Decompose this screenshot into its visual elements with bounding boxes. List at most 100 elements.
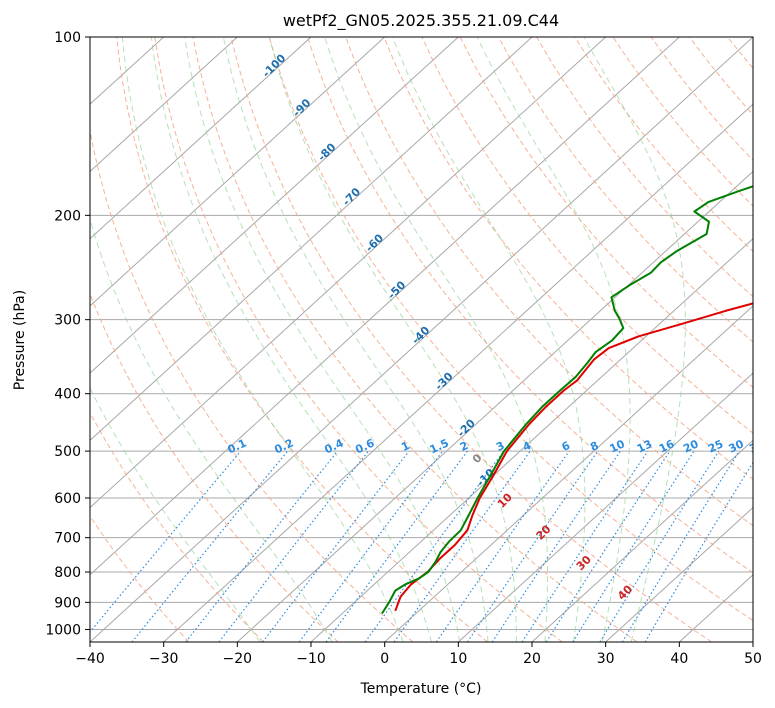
moist-adiabat-label: 20 — [534, 522, 554, 542]
mixing-ratio-line — [364, 450, 505, 642]
moist-adiabat-line — [150, 37, 432, 642]
mixing-ratio-label: 0.6 — [353, 436, 376, 456]
mixing-ratio-label: 6 — [560, 439, 573, 454]
dry-adiabat-line — [307, 37, 753, 574]
x-tick-label: −10 — [296, 651, 326, 667]
mixing-ratio-line — [491, 450, 621, 642]
isotherm-line — [90, 37, 459, 374]
moist-adiabat-line — [583, 37, 686, 642]
moist-adiabat-line — [184, 37, 461, 642]
dry-adiabat-line — [650, 37, 753, 162]
isotherm-line — [531, 439, 753, 642]
mixing-ratio-line — [185, 450, 339, 642]
mixing-ratio-label: 25 — [706, 437, 725, 455]
isotherm-line — [163, 103, 753, 642]
moist-adiabat-label: 10 — [495, 490, 515, 510]
moist-adiabat-line — [324, 37, 549, 642]
dry-adiabat-line — [90, 515, 190, 642]
mixing-ratio-label: 16 — [657, 437, 677, 455]
isotherm-label: -30 — [432, 370, 455, 393]
x-tick-label: 20 — [523, 651, 541, 667]
isotherm-line — [90, 37, 533, 442]
x-tick-label: −20 — [223, 651, 253, 667]
x-tick-label: −30 — [149, 651, 179, 667]
dry-adiabat-line — [268, 37, 753, 622]
temperature-profile-line — [394, 302, 753, 612]
isotherm-line — [752, 641, 753, 642]
isotherm-label: -70 — [340, 185, 363, 208]
mixing-ratio-line — [262, 450, 410, 642]
x-tick-label: 0 — [380, 651, 389, 667]
mixing-ratio-line — [572, 450, 695, 642]
isotherm-line — [90, 37, 238, 173]
dry-adiabat-line — [421, 37, 753, 434]
mixing-ratio-line — [435, 450, 570, 642]
mixing-ratio-label: 36 — [747, 437, 767, 455]
dry-adiabat-line — [727, 37, 753, 69]
isotherm-label: -60 — [363, 231, 386, 254]
plot-frame — [89, 36, 754, 643]
dry-adiabat-line — [345, 37, 753, 527]
dry-adiabat-line — [688, 37, 753, 116]
dry-adiabat-line — [574, 37, 753, 252]
x-tick-label: 30 — [597, 651, 615, 667]
isotherm-line — [90, 37, 312, 240]
y-tick-label: 400 — [54, 387, 81, 403]
mixing-ratio-line — [621, 450, 740, 642]
isotherm-line — [90, 37, 680, 576]
dry-adiabat-line — [536, 37, 753, 298]
isotherm-label: -100 — [260, 51, 289, 80]
mixing-ratio-label: 2 — [458, 439, 470, 454]
dry-adiabat-line — [192, 37, 638, 642]
dewpoint-profile-line — [381, 185, 753, 615]
dry-adiabat-line — [766, 37, 775, 642]
isotherm-label: -80 — [315, 140, 338, 163]
mixing-ratio-line — [599, 450, 720, 642]
isotherm-line — [310, 237, 753, 642]
dry-adiabat-line — [90, 127, 414, 642]
mixing-ratio-line — [521, 450, 649, 642]
moist-adiabat-line — [392, 37, 586, 642]
isotherm-line — [384, 305, 753, 642]
mixing-ratio-line — [218, 450, 369, 642]
isotherm-line — [605, 506, 753, 642]
mixing-ratio-line — [298, 450, 444, 642]
mixing-ratio-line — [90, 450, 242, 633]
x-tick-label: −40 — [75, 651, 105, 667]
mixing-ratio-line — [325, 450, 468, 642]
y-tick-label: 200 — [54, 208, 81, 224]
x-tick-label: 10 — [449, 651, 467, 667]
dry-adiabat-line — [497, 37, 753, 343]
moist-adiabat-line — [476, 37, 631, 642]
moist-adiabat-label: 30 — [574, 553, 594, 573]
dry-adiabat-line — [230, 37, 712, 642]
y-tick-label: 100 — [54, 30, 81, 46]
mixing-ratio-label: 1.5 — [428, 436, 451, 456]
mixing-ratio-label: 0.2 — [272, 436, 295, 456]
mixing-ratio-label: 10 — [608, 437, 628, 455]
y-axis-label: Pressure (hPa) — [12, 290, 28, 390]
dry-adiabat-line — [116, 37, 488, 642]
x-axis-label: Temperature (°C) — [360, 681, 482, 697]
isotherm-line — [90, 37, 386, 307]
y-tick-label: 300 — [54, 313, 81, 329]
moist-adiabat-line — [121, 37, 404, 642]
moist-adiabat-line — [268, 37, 517, 642]
mixing-ratio-line — [545, 450, 671, 642]
y-tick-label: 500 — [54, 444, 81, 460]
y-tick-label: 800 — [54, 565, 81, 581]
x-tick-label: 50 — [744, 651, 762, 667]
mixing-ratio-label: 30 — [727, 437, 747, 455]
isotherm-label: -50 — [385, 278, 408, 301]
mixing-ratio-line — [131, 450, 289, 642]
y-tick-label: 700 — [54, 531, 81, 547]
mixing-ratio-line — [466, 450, 599, 642]
isotherm-line — [90, 37, 753, 642]
isotherm-line — [236, 170, 753, 642]
moist-adiabat-label: 40 — [615, 582, 635, 602]
moist-adiabat-line — [222, 37, 489, 642]
isotherm-line — [90, 37, 607, 509]
moist-adiabat-line — [90, 387, 261, 642]
isotherm-line — [457, 372, 753, 642]
